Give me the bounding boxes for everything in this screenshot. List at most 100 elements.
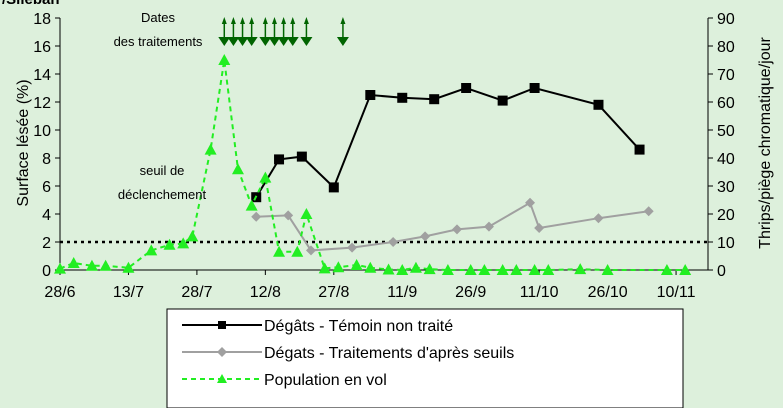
y-left-tick-label: 2 (42, 235, 51, 252)
y-axis-right-label: Thrips/piège chromatique/jour (757, 37, 774, 249)
y-right-tick-label: 90 (717, 11, 735, 28)
treatment-arrows (218, 17, 349, 46)
data-point-traitements (420, 231, 431, 242)
series-line-1 (256, 201, 649, 252)
x-tick-label: 28/6 (44, 284, 75, 301)
treatment-arrow-head (259, 37, 272, 46)
data-point-population (464, 264, 477, 275)
data-point-population (186, 230, 199, 242)
treatment-arrow-top (221, 17, 227, 24)
treatment-arrow-top (340, 17, 346, 24)
data-point-traitements (483, 221, 494, 232)
data-point-population (273, 245, 286, 257)
data-point-population (177, 237, 190, 249)
data-point-population (122, 261, 135, 273)
data-point-population (245, 199, 258, 211)
legend-marker-temoin (218, 321, 226, 329)
x-tick-label: 13/7 (113, 284, 144, 301)
treatment-arrow-head (277, 37, 290, 46)
y-left-tick-label: 6 (42, 179, 51, 196)
data-point-population (54, 262, 66, 274)
data-point-traitements (347, 242, 358, 253)
y-right-tick-label: 10 (717, 235, 735, 252)
data-point-temoin (634, 144, 645, 155)
data-point-temoin (429, 94, 440, 105)
data-point-population (231, 163, 244, 175)
data-point-traitements (534, 223, 545, 233)
data-point-population (350, 258, 363, 270)
data-point-population (478, 264, 491, 275)
y-left-tick-label: 16 (33, 39, 51, 56)
legend-label-traitements: Dégats - Traitements d'après seuils (264, 345, 514, 362)
treatment-arrow-top (262, 17, 268, 24)
data-point-traitements (305, 245, 316, 256)
data-point-traitements (593, 213, 604, 224)
data-point-population (85, 259, 98, 271)
treatment-arrow-head (227, 37, 240, 46)
data-point-population (300, 208, 313, 219)
data-point-temoin (529, 83, 540, 93)
data-point-population (163, 238, 176, 250)
data-point-population (145, 244, 158, 256)
data-point-population (679, 264, 692, 275)
treatment-arrow-top (281, 17, 287, 24)
data-point-population (332, 261, 345, 273)
y-left-tick-label: 18 (33, 11, 51, 28)
data-point-traitements (643, 206, 654, 217)
series-line-0 (255, 86, 641, 198)
data-point-traitements (525, 197, 536, 208)
data-point-population (259, 171, 272, 183)
data-point-population (364, 261, 377, 273)
treatment-arrow-top (230, 17, 236, 24)
treatment-arrow-top (271, 17, 277, 24)
plot-frame (59, 18, 709, 271)
y-right-tick-label: 70 (717, 67, 735, 84)
x-tick-label: 11/10 (520, 284, 559, 301)
data-point-population (409, 261, 422, 273)
data-point-population (204, 143, 217, 155)
treatment-arrow-top (249, 17, 255, 24)
data-point-population (528, 264, 541, 275)
x-tick-label: 10/11 (657, 284, 696, 301)
treatment-arrow-head (336, 37, 349, 46)
treatment-arrow-head (245, 37, 258, 46)
data-point-temoin (497, 95, 508, 106)
data-point-temoin (461, 83, 472, 93)
data-point-traitements (388, 237, 399, 247)
treatment-arrow-head (268, 37, 281, 46)
y-left-tick-label: 14 (33, 67, 51, 84)
data-point-population (660, 264, 673, 275)
x-tick-label: 27/8 (318, 284, 349, 301)
data-point-population (382, 263, 395, 275)
data-point-population (99, 259, 112, 271)
chart-title-fragment: /Sileban (2, 0, 60, 8)
y-left-tick-label: 10 (33, 123, 51, 140)
treatment-arrow-head (300, 37, 313, 46)
data-point-traitements (283, 210, 294, 221)
x-tick-label: 12/8 (250, 284, 281, 301)
data-point-population (510, 264, 523, 275)
x-tick-label: 11/9 (387, 284, 417, 301)
y-right-tick-label: 50 (717, 123, 735, 140)
y-right-tick-label: 40 (717, 151, 735, 168)
data-point-population (291, 245, 304, 257)
data-point-temoin (328, 182, 339, 193)
annotation-seuil-line2: déclenchement (118, 187, 207, 202)
y-left-tick-label: 8 (42, 151, 51, 168)
legend-marker-traitements (217, 347, 227, 357)
treatment-arrow-top (240, 17, 246, 24)
treatment-arrow-top (290, 17, 296, 24)
treatment-arrow-head (286, 37, 299, 46)
annotation-seuil-line1: seuil de (140, 163, 185, 178)
data-point-population (601, 264, 614, 275)
data-point-population (423, 263, 436, 275)
y-right-tick-label: 30 (717, 179, 735, 196)
treatment-arrow-head (218, 37, 231, 46)
y-left-tick-label: 0 (42, 263, 51, 280)
series-layer (54, 54, 692, 275)
data-point-traitements (452, 224, 463, 235)
data-point-population (441, 264, 454, 275)
data-point-population (574, 263, 587, 275)
annotation-dates-line2: des traitements (114, 34, 203, 49)
treatment-arrow-head (236, 37, 249, 46)
